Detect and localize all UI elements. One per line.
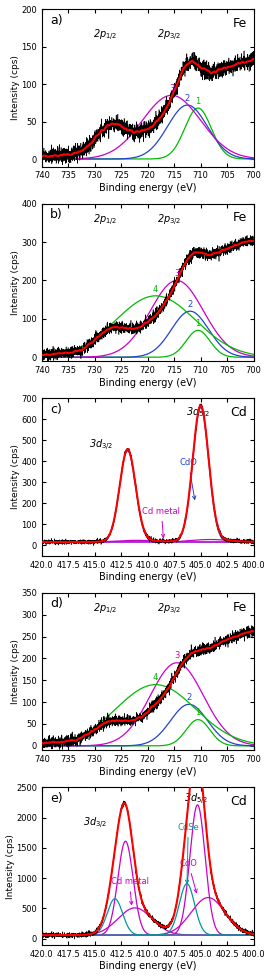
Text: 2p$_{3/2}$: 2p$_{3/2}$ bbox=[157, 28, 181, 43]
Text: d): d) bbox=[50, 598, 63, 611]
Text: c): c) bbox=[50, 403, 62, 416]
Text: a): a) bbox=[50, 14, 63, 26]
Text: 3: 3 bbox=[174, 652, 180, 660]
X-axis label: Binding energy (eV): Binding energy (eV) bbox=[99, 961, 196, 971]
X-axis label: Binding energy (eV): Binding energy (eV) bbox=[99, 183, 196, 193]
X-axis label: Binding energy (eV): Binding energy (eV) bbox=[99, 378, 196, 388]
X-axis label: Binding energy (eV): Binding energy (eV) bbox=[99, 573, 196, 582]
Text: Cd: Cd bbox=[231, 795, 247, 808]
Text: Cd metal: Cd metal bbox=[143, 507, 180, 537]
Y-axis label: Intensity (cps): Intensity (cps) bbox=[11, 639, 20, 704]
Text: Fe: Fe bbox=[233, 17, 247, 30]
Text: 3d$_{3/2}$: 3d$_{3/2}$ bbox=[83, 816, 107, 830]
Y-axis label: Intensity (cps): Intensity (cps) bbox=[11, 250, 20, 315]
Y-axis label: Intensity (cps): Intensity (cps) bbox=[6, 833, 15, 899]
X-axis label: Binding energy (eV): Binding energy (eV) bbox=[99, 767, 196, 777]
Text: 3: 3 bbox=[169, 84, 174, 93]
Text: 2p$_{3/2}$: 2p$_{3/2}$ bbox=[157, 213, 181, 229]
Text: Cd: Cd bbox=[231, 406, 247, 419]
Text: Fe: Fe bbox=[233, 601, 247, 614]
Text: 3d$_{5/2}$: 3d$_{5/2}$ bbox=[186, 406, 211, 421]
Text: Fe: Fe bbox=[233, 211, 247, 225]
Text: 2: 2 bbox=[188, 300, 193, 309]
Text: Cd metal: Cd metal bbox=[111, 877, 149, 905]
Text: e): e) bbox=[50, 792, 63, 805]
Text: CdO: CdO bbox=[179, 859, 197, 893]
Text: 4: 4 bbox=[153, 284, 158, 293]
Text: b): b) bbox=[50, 208, 63, 222]
Text: 2p$_{3/2}$: 2p$_{3/2}$ bbox=[157, 602, 181, 617]
Text: 2p$_{1/2}$: 2p$_{1/2}$ bbox=[93, 28, 118, 43]
Text: 4: 4 bbox=[153, 673, 158, 682]
Text: 1: 1 bbox=[195, 708, 201, 717]
Text: 2p$_{1/2}$: 2p$_{1/2}$ bbox=[93, 602, 118, 617]
Text: 1: 1 bbox=[195, 97, 201, 106]
Text: 2: 2 bbox=[186, 693, 192, 702]
Text: 1: 1 bbox=[195, 319, 201, 328]
Y-axis label: Intensity (cps): Intensity (cps) bbox=[11, 56, 20, 120]
Text: 3d$_{5/2}$: 3d$_{5/2}$ bbox=[184, 792, 209, 807]
Text: CdO: CdO bbox=[179, 458, 197, 499]
Text: 2p$_{1/2}$: 2p$_{1/2}$ bbox=[93, 213, 118, 229]
Text: CdSe: CdSe bbox=[178, 823, 199, 883]
Text: 3: 3 bbox=[174, 269, 180, 278]
Text: 3d$_{3/2}$: 3d$_{3/2}$ bbox=[89, 438, 113, 452]
Y-axis label: Intensity (cps): Intensity (cps) bbox=[11, 445, 20, 509]
Text: 2: 2 bbox=[185, 94, 190, 103]
